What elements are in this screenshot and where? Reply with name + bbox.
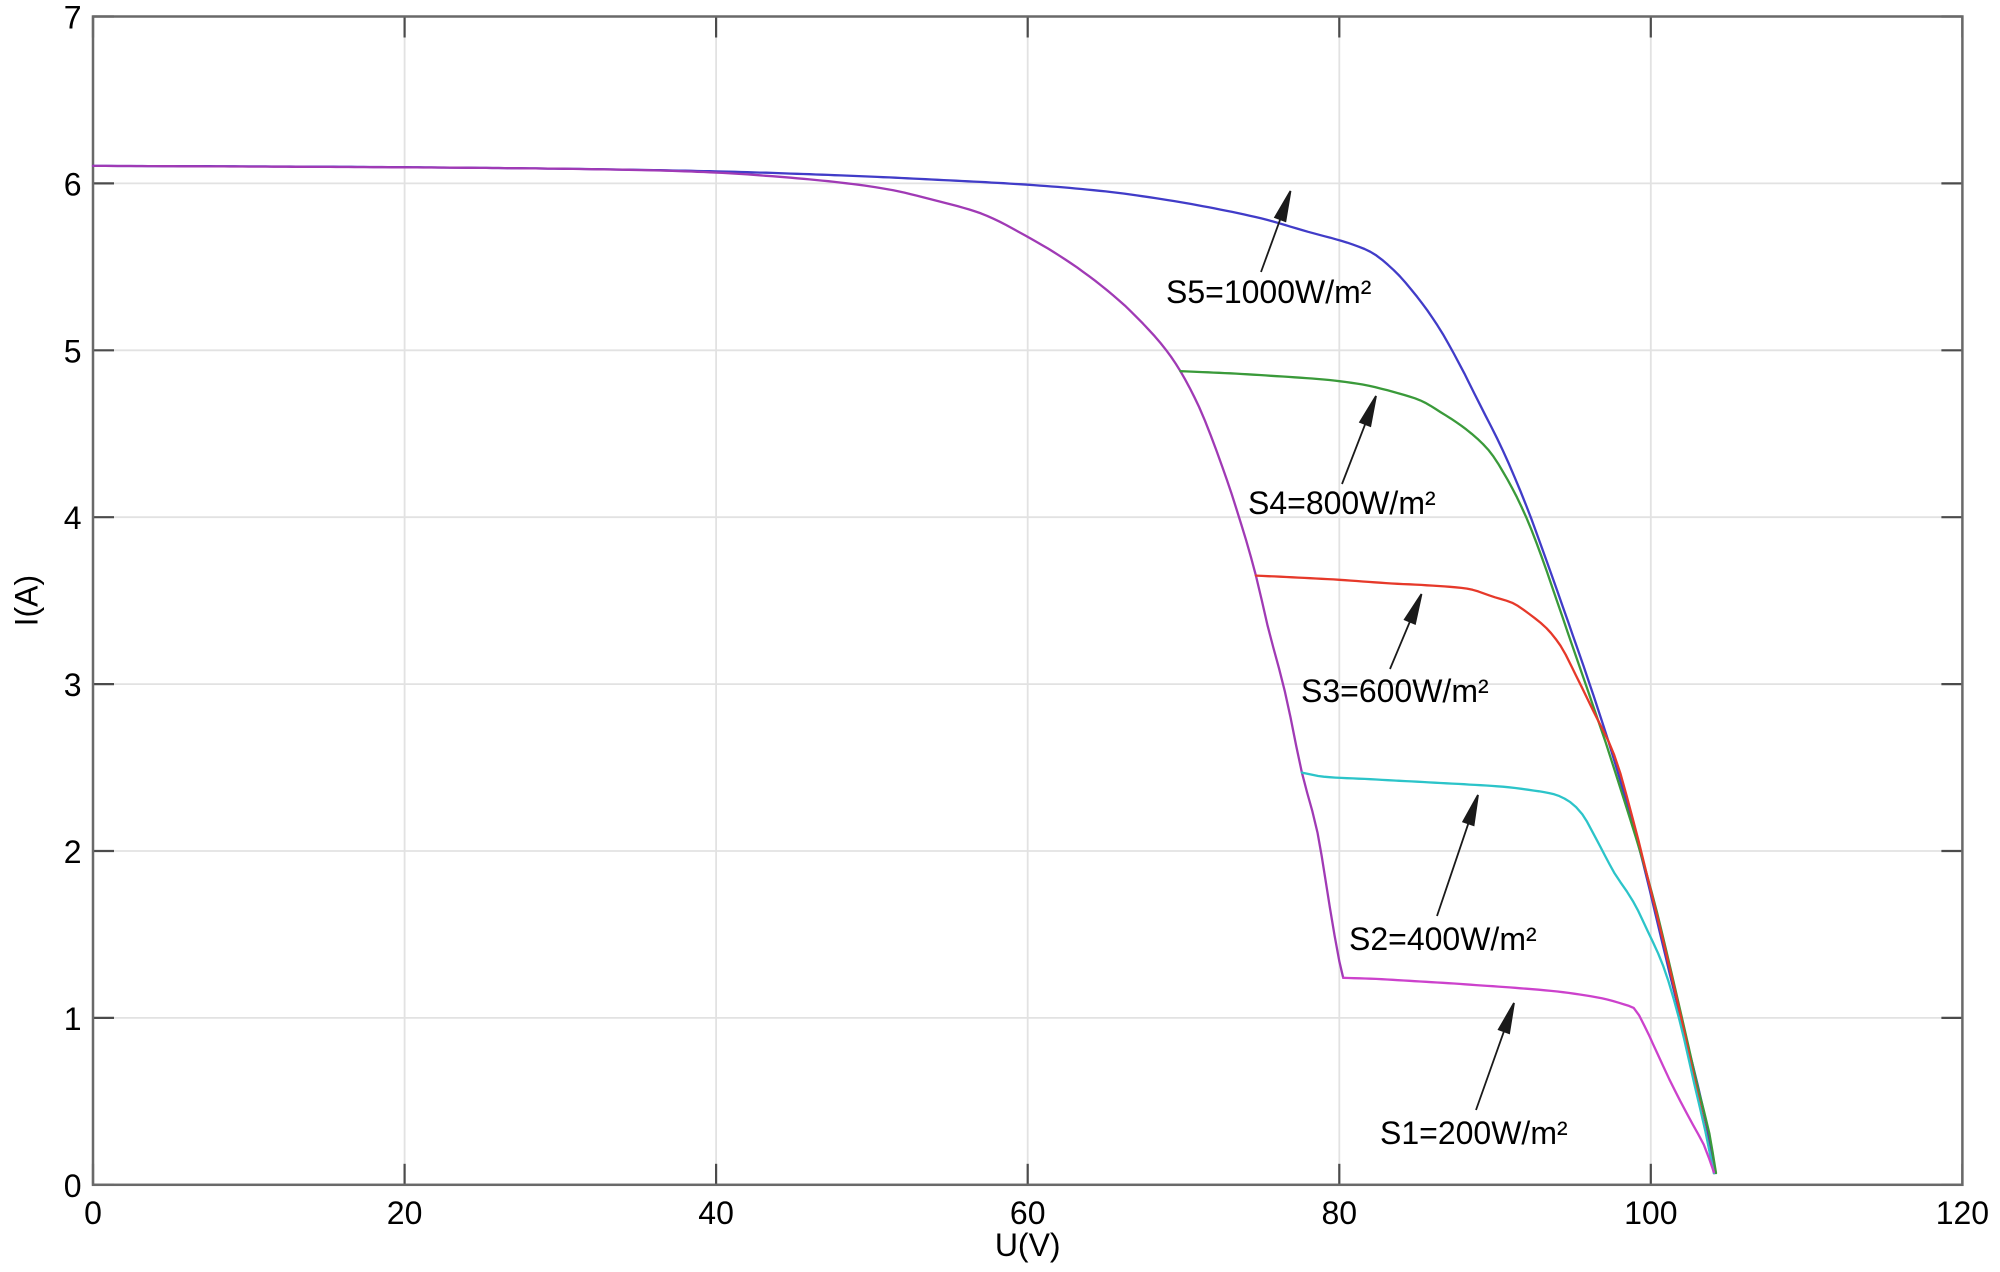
svg-text:S1=200W/m²: S1=200W/m² (1380, 1115, 1568, 1151)
svg-text:6: 6 (64, 166, 82, 202)
svg-text:3: 3 (64, 667, 82, 703)
svg-text:0: 0 (84, 1195, 102, 1231)
svg-text:S4=800W/m²: S4=800W/m² (1248, 485, 1436, 521)
svg-text:40: 40 (698, 1195, 734, 1231)
svg-text:4: 4 (64, 500, 82, 536)
svg-text:1: 1 (64, 1001, 82, 1037)
svg-text:2: 2 (64, 834, 82, 870)
svg-text:U(V): U(V) (995, 1227, 1061, 1263)
svg-text:S3=600W/m²: S3=600W/m² (1301, 673, 1489, 709)
svg-text:60: 60 (1010, 1195, 1046, 1231)
svg-text:100: 100 (1624, 1195, 1677, 1231)
svg-text:S2=400W/m²: S2=400W/m² (1349, 921, 1537, 957)
svg-text:80: 80 (1322, 1195, 1358, 1231)
svg-text:5: 5 (64, 333, 82, 369)
svg-text:120: 120 (1936, 1195, 1989, 1231)
svg-text:0: 0 (64, 1168, 82, 1204)
svg-text:20: 20 (387, 1195, 423, 1231)
svg-text:7: 7 (64, 0, 82, 36)
svg-text:S5=1000W/m²: S5=1000W/m² (1166, 274, 1372, 310)
svg-text:I(A): I(A) (9, 575, 45, 627)
